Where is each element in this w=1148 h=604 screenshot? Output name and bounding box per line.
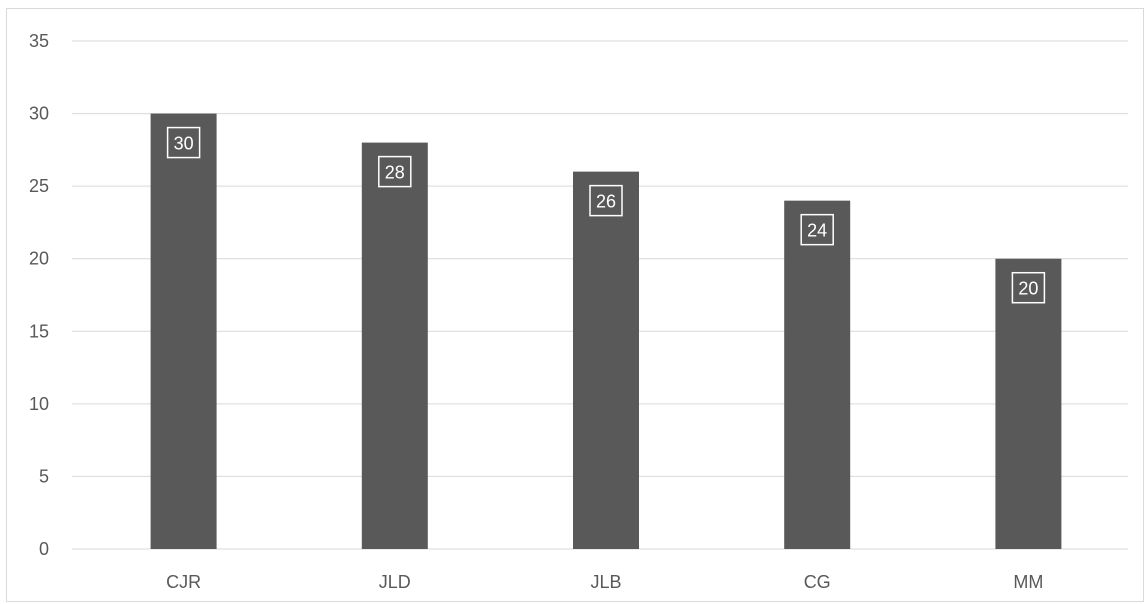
data-label: 24 <box>807 221 827 241</box>
x-category-label: CG <box>804 572 831 592</box>
x-category-label: JLD <box>379 572 411 592</box>
bar <box>995 258 1062 549</box>
data-label-box <box>1011 271 1046 304</box>
y-tick-label: 5 <box>39 466 49 486</box>
data-label-box <box>378 155 412 188</box>
bar <box>150 113 217 550</box>
y-tick-label: 30 <box>29 104 49 124</box>
data-label: 20 <box>1018 279 1038 299</box>
data-label: 26 <box>596 192 616 212</box>
bar <box>784 200 851 549</box>
x-category-label: MM <box>1013 572 1043 592</box>
x-category-label: CJR <box>166 572 201 592</box>
y-tick-label: 0 <box>39 539 49 559</box>
data-label-box <box>800 213 834 246</box>
y-tick-label: 10 <box>29 394 49 414</box>
y-tick-label: 25 <box>29 176 49 196</box>
y-tick-label: 20 <box>29 249 49 269</box>
x-category-label: JLB <box>590 572 621 592</box>
bar <box>573 171 639 549</box>
data-label: 30 <box>174 134 194 154</box>
bar <box>361 142 428 549</box>
data-label-box <box>166 126 201 159</box>
data-label: 28 <box>385 163 405 183</box>
y-tick-label: 15 <box>29 321 49 341</box>
data-label-box <box>589 184 623 217</box>
y-tick-label: 35 <box>29 31 49 51</box>
